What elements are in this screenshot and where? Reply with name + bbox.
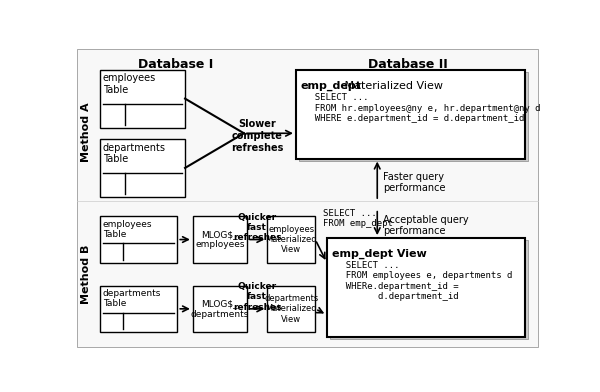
Text: departments
Table: departments Table	[103, 289, 161, 308]
Bar	[299, 73, 527, 161]
Text: Slower
complete
refreshes: Slower complete refreshes	[231, 120, 283, 152]
Bar	[100, 140, 185, 197]
Text: emp_dept: emp_dept	[301, 81, 362, 91]
Text: SELECT ...
FROM emp_dept: SELECT ... FROM emp_dept	[323, 209, 393, 228]
Text: SELECT ...
  FROM hr.employees@ny e, hr.department@ny d
  WHERE e.department_id : SELECT ... FROM hr.employees@ny e, hr.de…	[304, 93, 540, 123]
Bar	[296, 70, 524, 159]
Text: emp_dept View: emp_dept View	[332, 249, 426, 259]
Bar	[100, 70, 185, 128]
Text: departments
Materialized
View: departments Materialized View	[264, 294, 319, 324]
Text: Method A: Method A	[81, 102, 91, 162]
Text: Database II: Database II	[368, 58, 448, 71]
Text: Quicker
fast
refreshes: Quicker fast refreshes	[233, 212, 281, 242]
Text: Acceptable query
performance: Acceptable query performance	[383, 215, 469, 236]
Text: Materialized View: Materialized View	[341, 81, 443, 91]
Bar	[100, 286, 178, 332]
Text: MLOG$_
departments: MLOG$_ departments	[191, 299, 249, 319]
Bar	[267, 216, 315, 263]
Bar	[193, 286, 247, 332]
Text: Database I: Database I	[138, 58, 214, 71]
Text: employees
Table: employees Table	[103, 73, 156, 95]
Text: MLOG$_
employees: MLOG$_ employees	[195, 230, 245, 249]
Text: Method B: Method B	[81, 245, 91, 304]
Text: departments
Table: departments Table	[103, 143, 166, 164]
Bar	[267, 286, 315, 332]
Text: Faster query
performance: Faster query performance	[383, 172, 446, 193]
Bar	[100, 216, 178, 263]
Text: employees
Table: employees Table	[103, 220, 152, 239]
Text: Quicker
fast
refreshes: Quicker fast refreshes	[233, 282, 281, 312]
Text: employees
Materialized
View: employees Materialized View	[265, 225, 317, 254]
Bar	[330, 240, 527, 339]
Bar	[327, 238, 524, 337]
Text: SELECT ...
  FROM employees e, departments d
  WHERe.department_id =
        d.d: SELECT ... FROM employees e, departments…	[335, 261, 512, 301]
Bar	[193, 216, 247, 263]
